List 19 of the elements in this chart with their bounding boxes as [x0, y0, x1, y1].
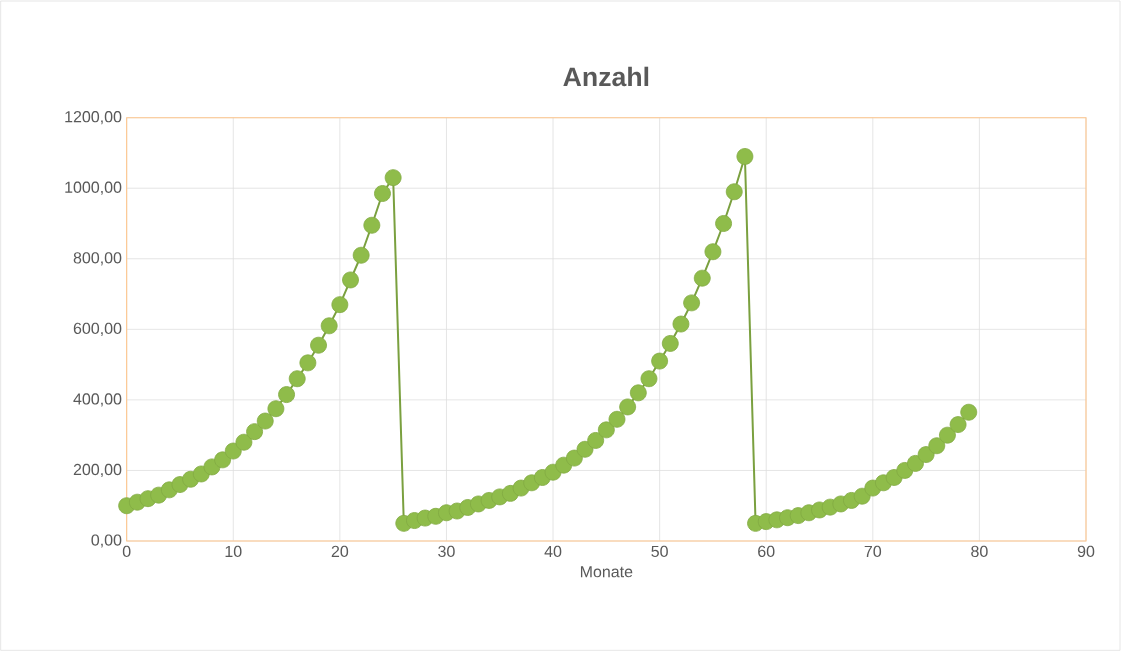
y-tick-label: 1200,00 [65, 111, 122, 125]
x-tick-label: 50 [651, 545, 668, 558]
y-tick-label: 600,00 [73, 322, 122, 336]
x-tick-label: 0 [122, 545, 131, 558]
x-tick-label: 20 [331, 545, 349, 558]
x-tick-label: 60 [758, 545, 775, 558]
x-tick-label: 90 [1077, 545, 1095, 558]
x-axis-title: Monate [580, 566, 633, 578]
y-tick-label: 800,00 [73, 252, 122, 266]
x-tick-label: 80 [971, 545, 988, 558]
y-tick-label: 400,00 [73, 393, 122, 407]
y-tick-label: 0,00 [91, 534, 122, 548]
x-tick-label: 30 [438, 545, 455, 558]
x-tick-label: 70 [864, 545, 882, 558]
y-tick-label: 1000,00 [65, 181, 122, 195]
x-tick-label: 10 [225, 545, 242, 558]
x-tick-label: 40 [544, 545, 562, 558]
chart-title: Anzahl [563, 66, 649, 87]
y-tick-label: 200,00 [73, 463, 122, 478]
